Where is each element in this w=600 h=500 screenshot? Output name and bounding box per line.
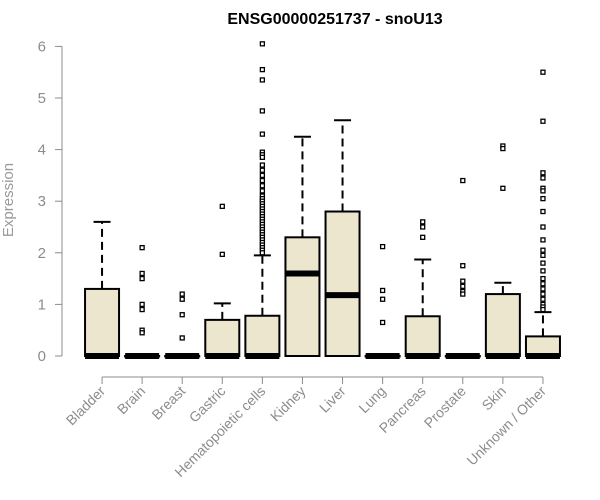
outlier-point xyxy=(460,278,466,284)
outlier-point xyxy=(259,172,266,179)
box-body xyxy=(324,210,361,357)
box-breast xyxy=(164,291,201,359)
outlier-point xyxy=(420,219,426,225)
outlier-point xyxy=(540,286,546,292)
x-tick-label: Liver xyxy=(316,383,349,416)
outlier-point xyxy=(259,177,266,184)
box-gastric xyxy=(204,203,241,359)
outlier-point xyxy=(139,244,145,251)
outlier-point xyxy=(460,177,466,184)
outlier-point xyxy=(259,66,266,73)
chart-title: ENSG00000251737 - snoU13 xyxy=(227,11,442,28)
box-body xyxy=(404,315,441,358)
box-unknown-other xyxy=(524,69,561,359)
outlier-point xyxy=(540,195,546,202)
outlier-point xyxy=(540,188,546,194)
outlier-point xyxy=(420,224,426,230)
outlier-point xyxy=(219,251,225,257)
outlier-point xyxy=(500,145,506,152)
outlier-point xyxy=(179,312,185,318)
y-axis: 0 1 2 3 4 5 6 xyxy=(38,38,63,365)
y-tick-label: 5 xyxy=(38,90,46,107)
y-tick-label: 3 xyxy=(38,193,46,210)
outlier-point xyxy=(540,175,546,181)
outlier-point xyxy=(139,306,145,313)
outlier-point xyxy=(540,275,546,282)
box-body xyxy=(84,287,121,358)
outlier-point xyxy=(259,162,266,168)
outlier-point xyxy=(259,131,266,137)
outlier-point xyxy=(540,208,546,215)
outlier-point xyxy=(219,203,225,210)
outlier-point xyxy=(259,167,266,173)
box-lung xyxy=(364,243,401,359)
outlier-point xyxy=(139,270,145,277)
box-body xyxy=(284,236,321,358)
x-tick-label: Brain xyxy=(114,383,148,417)
outlier-point xyxy=(379,319,386,326)
box-kidney xyxy=(284,135,321,358)
box-skin xyxy=(484,143,521,359)
outlier-point xyxy=(379,243,386,250)
box-body xyxy=(484,293,521,357)
outlier-point xyxy=(500,185,506,191)
outlier-point xyxy=(139,301,145,308)
outlier-point xyxy=(540,268,546,274)
outlier-point xyxy=(540,252,546,259)
outlier-point xyxy=(540,296,546,302)
box-bladder xyxy=(84,220,121,359)
box-body xyxy=(204,318,241,358)
x-tick-label: Prostate xyxy=(421,383,469,431)
outlier-point xyxy=(460,283,466,289)
outlier-point xyxy=(540,281,546,287)
outlier-point xyxy=(540,118,546,124)
outlier-point xyxy=(179,291,185,297)
x-tick-label: Breast xyxy=(148,383,188,423)
y-tick-label: 2 xyxy=(38,245,46,262)
box-brain xyxy=(124,244,161,359)
outlier-point xyxy=(259,77,266,83)
outlier-point xyxy=(259,188,266,194)
outlier-point xyxy=(460,291,466,297)
outlier-point xyxy=(540,260,546,266)
box-liver xyxy=(324,119,361,357)
outlier-point xyxy=(379,296,386,302)
x-tick-label: Bladder xyxy=(63,383,109,429)
x-tick-label: Kidney xyxy=(267,383,309,425)
outlier-point xyxy=(259,41,266,47)
outlier-point xyxy=(139,330,145,336)
outlier-point xyxy=(420,234,426,240)
outlier-point xyxy=(379,287,386,294)
outlier-point xyxy=(179,296,185,302)
y-tick-label: 1 xyxy=(38,296,46,313)
outlier-point xyxy=(259,250,266,256)
outlier-point xyxy=(139,275,145,282)
outlier-point xyxy=(540,306,546,313)
outlier-point xyxy=(460,263,466,269)
y-tick-label: 0 xyxy=(38,348,46,365)
outlier-point xyxy=(540,69,546,75)
outlier-point xyxy=(259,183,266,189)
y-tick-label: 4 xyxy=(38,142,46,159)
outlier-point xyxy=(540,291,546,297)
outlier-point xyxy=(540,237,546,243)
outlier-point xyxy=(540,170,546,176)
x-tick-label: Lung xyxy=(355,383,388,416)
outlier-point xyxy=(259,108,266,114)
x-tick-label: Skin xyxy=(478,383,509,414)
y-axis-label: Expression xyxy=(0,163,17,237)
outlier-point xyxy=(179,335,185,341)
y-tick-label: 6 xyxy=(38,38,46,55)
outlier-point xyxy=(259,154,266,160)
box-prostate xyxy=(444,177,481,359)
outlier-point xyxy=(540,224,546,230)
outlier-point xyxy=(540,247,546,253)
box-body xyxy=(244,314,281,358)
box-pancreas xyxy=(404,219,441,359)
box-series xyxy=(84,41,561,359)
box-hematopoietic-cells xyxy=(244,41,281,359)
